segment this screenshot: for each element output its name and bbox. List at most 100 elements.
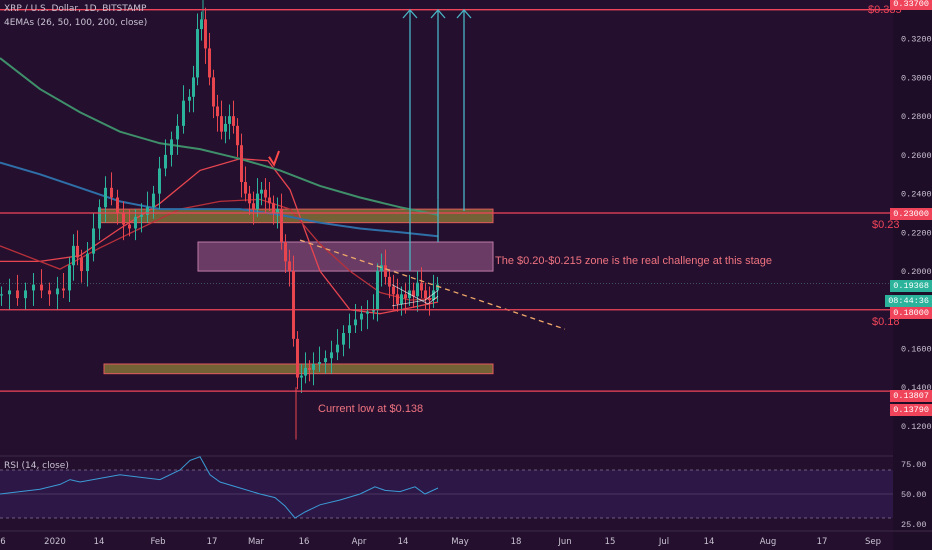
indicator-legend[interactable]: 4EMAs (26, 50, 100, 200, close)	[4, 18, 148, 28]
candle-down	[76, 245, 79, 258]
candle-down	[412, 290, 415, 297]
candle-up	[158, 168, 161, 194]
candle-up	[260, 189, 263, 194]
candle-up	[104, 187, 107, 208]
ema-line	[0, 158, 439, 315]
axis-tag-023: 0.23000	[890, 208, 932, 220]
x-tick-label: Jul	[658, 537, 669, 547]
candle-up	[276, 209, 279, 213]
candle-down	[122, 212, 125, 225]
x-tick-label: 17	[817, 537, 828, 547]
candle-down	[240, 145, 243, 182]
candle-down	[248, 193, 251, 204]
candle-up	[300, 375, 303, 378]
ema-line	[0, 198, 439, 301]
axis-tag-018: 0.18000	[890, 307, 932, 319]
candle-up	[400, 294, 403, 304]
x-tick-label: 17	[207, 537, 218, 547]
x-tick-label: 2020	[44, 537, 66, 547]
candle-down	[396, 294, 399, 304]
candle-up	[324, 358, 327, 363]
triangle-pattern	[391, 284, 439, 305]
candle-up	[304, 367, 307, 376]
candle-up	[224, 123, 227, 132]
level-label-018: $0.18	[872, 316, 900, 328]
candle-down	[308, 367, 311, 370]
candle-up	[24, 290, 27, 299]
candle-up	[200, 19, 203, 30]
candle-down	[296, 338, 299, 378]
candle-up	[32, 284, 35, 291]
x-tick-label: May	[451, 537, 469, 547]
y-tick-label: 0.32000	[901, 35, 932, 45]
candle-up	[416, 282, 419, 297]
candle-down	[236, 125, 239, 146]
candle-up	[360, 313, 363, 320]
x-tick-label: 14	[94, 537, 105, 547]
x-tick-label: Apr	[352, 537, 367, 547]
target-arrow-head	[402, 9, 418, 19]
candle-up	[228, 116, 231, 124]
x-tick-label: Mar	[248, 537, 265, 547]
candle-up	[92, 228, 95, 254]
candle-down	[384, 265, 387, 277]
candle-down	[420, 282, 423, 291]
candle-down	[404, 294, 407, 299]
candle-down	[292, 271, 295, 339]
triangle-pattern	[391, 290, 439, 307]
rsi-line	[0, 456, 439, 519]
peak-marker	[268, 150, 280, 167]
candle-up	[432, 290, 435, 301]
candle-up	[98, 207, 101, 229]
x-tick-label: 16	[299, 537, 310, 547]
axis-tag-0138b: 0.13790	[890, 404, 932, 416]
candle-up	[436, 284, 439, 291]
candle-down	[212, 77, 215, 107]
candle-up	[72, 245, 75, 266]
symbol-legend[interactable]: XRP / U.S. Dollar, 1D, BITSTAMP	[4, 4, 147, 14]
candle-up	[196, 29, 199, 78]
rsi-tick-label: 50.00	[901, 490, 927, 500]
candle-up	[342, 333, 345, 345]
level-label-023: $0.23	[872, 219, 900, 231]
axis-tag-countdown: 08:44:36	[885, 295, 932, 307]
candle-up	[176, 125, 179, 140]
x-tick-label: 14	[398, 537, 409, 547]
rsi-legend[interactable]: RSI (14, close)	[4, 461, 69, 471]
axis-tag-top: 0.33700	[890, 0, 932, 10]
target-arrow-head	[430, 9, 446, 19]
candle-up	[86, 253, 89, 272]
candle-down	[16, 290, 19, 299]
candle-up	[164, 154, 167, 169]
candle-up	[140, 214, 143, 217]
candle-down	[264, 189, 267, 198]
candle-up	[192, 77, 195, 97]
candle-down	[272, 203, 275, 213]
candle-down	[252, 203, 255, 210]
candle-down	[110, 187, 113, 198]
candle-down	[244, 182, 247, 194]
x-tick-label: 6	[0, 537, 5, 547]
candle-up	[354, 319, 357, 326]
candle-up	[366, 311, 369, 314]
x-tick-label: 18	[511, 537, 522, 547]
candle-up	[146, 207, 149, 215]
candle-down	[268, 197, 271, 204]
price-axis-panel	[893, 0, 932, 550]
candle-down	[428, 298, 431, 301]
low-annotation: Current low at $0.138	[318, 403, 424, 415]
candle-down	[62, 288, 65, 291]
candle-up	[312, 364, 315, 370]
candle-down	[80, 257, 83, 272]
candle-up	[170, 139, 173, 155]
